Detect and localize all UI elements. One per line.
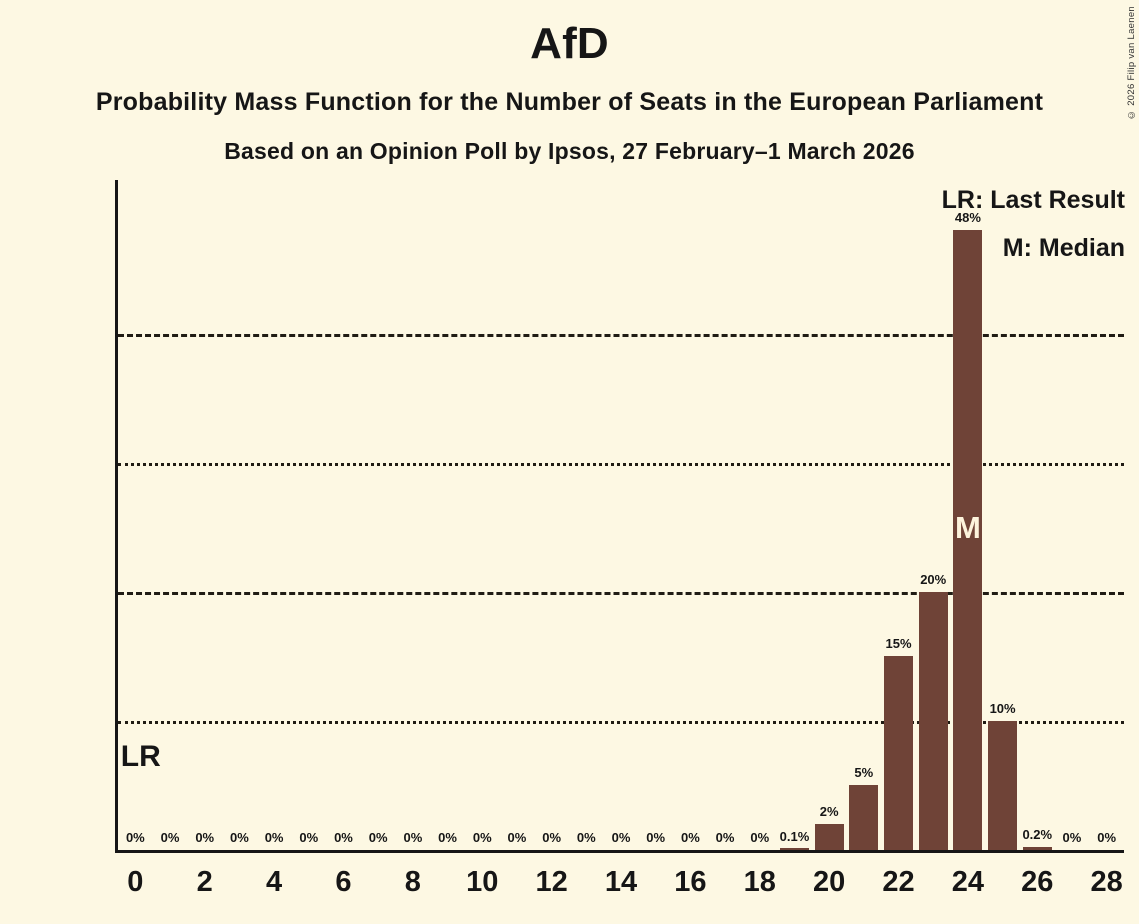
bar-value-label: 0%	[680, 830, 700, 845]
bar-value-label: 0%	[507, 830, 527, 845]
gridline-30	[118, 462, 1124, 466]
bar-value-label: 0%	[403, 830, 423, 845]
legend-last-result: LR: Last Result	[941, 186, 1125, 214]
x-axis-tick-label: 2	[196, 866, 213, 898]
bar-value-label: 0%	[611, 830, 631, 845]
bar[interactable]	[918, 591, 948, 850]
bar-value-label: 0%	[299, 830, 319, 845]
x-axis-tick-label: 22	[882, 866, 915, 898]
bar[interactable]	[814, 824, 844, 850]
bar[interactable]	[779, 848, 809, 850]
x-axis-tick-label: 8	[404, 866, 421, 898]
last-result-marker: LR	[120, 740, 161, 773]
bar-value-label: 5%	[854, 765, 874, 781]
chart-source-note: Based on an Opinion Poll by Ipsos, 27 Fe…	[224, 138, 915, 164]
bar-value-label: 0%	[1097, 830, 1117, 845]
bar[interactable]	[988, 720, 1018, 850]
chart-subtitle: Probability Mass Function for the Number…	[95, 88, 1044, 116]
plot-area: 20%40% 0%0%0%0%0%0%0%0%0%0%0%0%0%0%0%0%0…	[115, 180, 1124, 898]
x-axis-tick-label: 18	[743, 866, 776, 898]
x-axis-line	[115, 850, 1124, 853]
gridline-20	[118, 591, 1124, 595]
bar-value-label: 0%	[230, 830, 249, 845]
bar-value-label: 15%	[885, 636, 912, 652]
bar-value-label: 0%	[472, 830, 492, 845]
x-axis-tick-label: 10	[466, 866, 499, 898]
bar-value-label: 0%	[1062, 830, 1082, 845]
bar-value-label: 48%	[954, 210, 981, 226]
x-axis-tick-label: 14	[604, 866, 638, 898]
bar-value-label: 0%	[715, 830, 735, 845]
x-axis-tick-label: 26	[1021, 866, 1054, 898]
bar[interactable]	[849, 785, 879, 850]
bar-value-label: 0%	[195, 830, 215, 845]
gridline-10	[118, 720, 1124, 724]
bar-value-label: 0%	[542, 830, 562, 845]
bar-value-label: 0%	[334, 830, 353, 845]
x-axis-tick-label: 20	[812, 866, 846, 898]
bar[interactable]	[1022, 847, 1052, 850]
bar-value-label: 0%	[750, 830, 770, 845]
x-axis-tick-label: 28	[1090, 866, 1123, 898]
legend-median: M: Median	[1002, 234, 1125, 262]
bar-value-label: 0%	[646, 830, 666, 845]
bar-value-label: 0%	[160, 830, 180, 845]
bar-value-label: 10%	[989, 700, 1016, 716]
gridline-40	[118, 333, 1124, 337]
x-axis-tick-label: 0	[127, 866, 144, 898]
bar-value-label: 0%	[438, 830, 457, 845]
bar-value-label: 0.2%	[1022, 827, 1053, 843]
bar-value-label: 0.1%	[779, 828, 810, 844]
x-axis-tick-label: 6	[335, 866, 352, 898]
bar-value-label: 0%	[368, 830, 388, 845]
x-axis-tick-label: 4	[266, 866, 283, 898]
bar-value-label: 2%	[819, 804, 839, 820]
bar-value-label: 0%	[264, 830, 284, 845]
bar-value-label: 0%	[125, 830, 145, 845]
page-title: AfD	[530, 19, 609, 68]
bar-value-label: 0%	[576, 830, 596, 845]
copyright-notice: © 2026 Filip van Laenen	[1126, 6, 1137, 121]
bar[interactable]	[953, 230, 983, 850]
median-marker: M	[954, 510, 981, 545]
x-axis-tick-label: 24	[951, 866, 985, 898]
y-axis-line	[115, 180, 118, 852]
x-axis-tick-label: 12	[535, 866, 568, 898]
x-axis-tick-label: 16	[674, 866, 707, 898]
bar[interactable]	[883, 656, 914, 850]
bar-value-label: 20%	[920, 571, 947, 587]
